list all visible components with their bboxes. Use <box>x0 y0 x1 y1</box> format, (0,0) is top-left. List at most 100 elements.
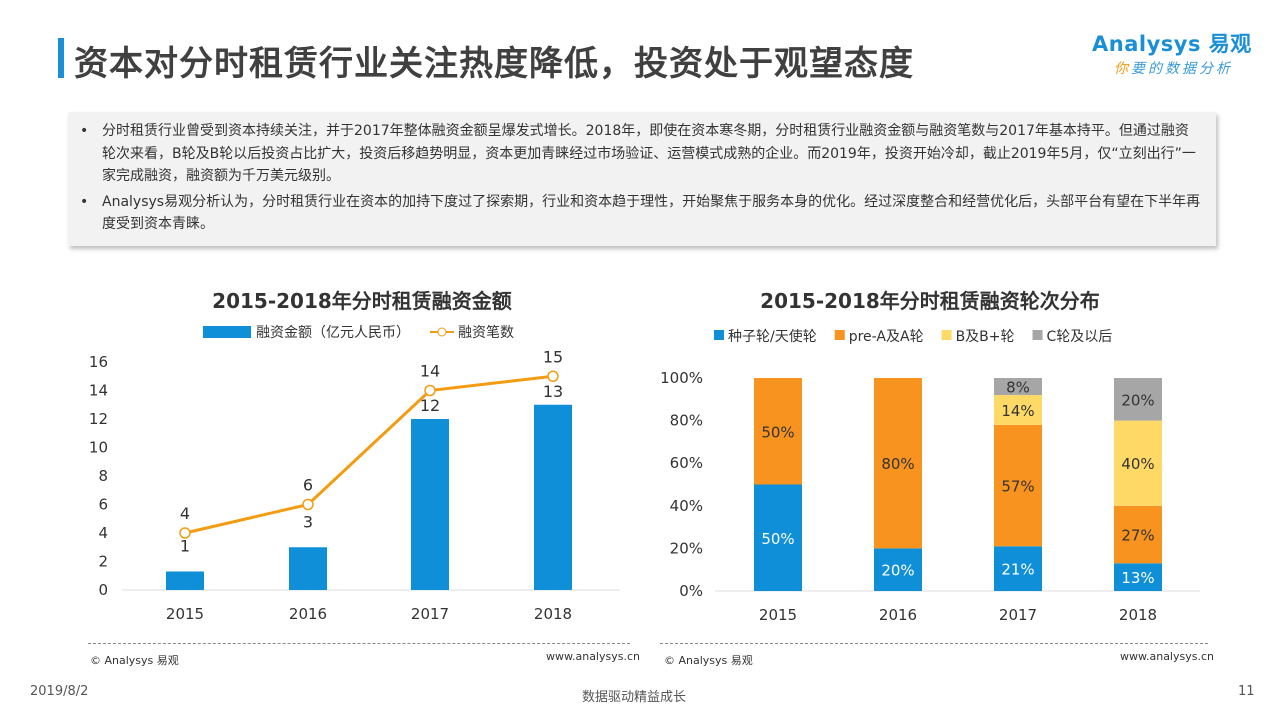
y-tick-label: 60% <box>670 454 703 472</box>
y-tick-label: 14 <box>89 382 108 400</box>
bar-data-label: 13 <box>543 382 563 401</box>
bar-funding-amount <box>289 547 327 590</box>
summary-bullet: • Analysys易观分析认为，分时租赁行业在资本的加持下度过了探索期，行业和资… <box>80 191 1202 236</box>
summary-text: 分时租赁行业曾受到资本持续关注，并于2017年整体融资金额呈爆发式增长。2018… <box>102 123 1196 184</box>
segment-label: 13% <box>1121 569 1154 587</box>
y-tick-label: 2 <box>98 553 108 571</box>
y-tick-label: 40% <box>670 497 703 515</box>
line-deal-count <box>184 374 554 535</box>
segment-label: 40% <box>1121 455 1154 473</box>
segment-label: 57% <box>1001 478 1034 496</box>
x-tick-label: 2015 <box>166 605 204 623</box>
legend-swatch <box>1032 330 1043 340</box>
page-title: 资本对分时租赁行业关注热度降低，投资处于观望态度 <box>74 44 914 84</box>
legend-bar-label: 融资金额（亿元人民币） <box>256 325 410 341</box>
legend-label: C轮及以后 <box>1047 329 1113 345</box>
left-url: www.analysys.cn <box>546 650 640 663</box>
segment-label: 80% <box>881 455 914 473</box>
legend-bar-swatch <box>203 326 251 338</box>
analysys-logo: Analysys 易观 你要的数据分析 <box>1092 28 1262 78</box>
stacked-bar-segment <box>1114 378 1162 421</box>
right-url: www.analysys.cn <box>1120 650 1214 663</box>
legend-label: B及B+轮 <box>956 329 1015 345</box>
left-chart-title: 2015-2018年分时租赁融资金额 <box>212 289 512 313</box>
legend-swatch <box>714 330 724 340</box>
right-chart-title: 2015-2018年分时租赁融资轮次分布 <box>760 289 1100 313</box>
y-tick-label: 0% <box>679 582 703 600</box>
stacked-bar-segment <box>754 378 802 485</box>
line-data-label: 14 <box>420 362 440 381</box>
left-divider <box>88 643 630 644</box>
legend-line-marker <box>437 327 447 337</box>
stacked-bar-segment <box>1114 505 1162 564</box>
stacked-bar-segment <box>994 424 1042 547</box>
line-marker <box>302 498 314 511</box>
stacked-bar-segment <box>754 484 802 591</box>
right-divider <box>660 643 1208 644</box>
line-marker <box>424 384 436 397</box>
y-tick-label: 12 <box>89 410 108 428</box>
y-tick-label: 0 <box>98 581 108 599</box>
x-tick-label: 2018 <box>534 605 572 623</box>
bar-funding-amount <box>534 404 572 590</box>
y-tick-label: 4 <box>98 524 108 542</box>
summary-box: • 分时租赁行业曾受到资本持续关注，并于2017年整体融资金额呈爆发式增长。201… <box>68 112 1216 246</box>
stacked-bar-segment <box>874 378 922 549</box>
bar-data-label: 12 <box>420 396 440 415</box>
stacked-bar-segment <box>994 378 1042 396</box>
y-tick-label: 80% <box>670 412 703 430</box>
line-data-label: 4 <box>180 504 190 523</box>
y-tick-label: 8 <box>98 467 108 485</box>
x-tick-label: 2017 <box>999 606 1037 624</box>
segment-label: 20% <box>881 562 914 580</box>
y-tick-label: 100% <box>660 369 703 387</box>
x-tick-label: 2018 <box>1119 606 1157 624</box>
legend-swatch <box>941 330 952 340</box>
legend-label: 种子轮/天使轮 <box>728 328 817 345</box>
segment-label: 21% <box>1001 561 1034 579</box>
left-copyright: © Analysys 易观 <box>90 654 179 667</box>
line-marker <box>547 370 559 382</box>
stacked-bar-segment <box>874 548 922 591</box>
title-accent-bar <box>58 38 64 78</box>
x-tick-label: 2015 <box>759 606 797 624</box>
stacked-bar-segment <box>1114 563 1162 591</box>
line-data-label: 6 <box>303 476 313 495</box>
logo-slogan-first: 你 <box>1114 61 1131 77</box>
logo-slogan: 你要的数据分析 <box>1114 58 1262 78</box>
logo-slogan-rest: 要的数据分析 <box>1131 61 1233 77</box>
right-copyright: © Analysys 易观 <box>664 654 753 667</box>
summary-bullet: • 分时租赁行业曾受到资本持续关注，并于2017年整体融资金额呈爆发式增长。201… <box>80 120 1202 188</box>
segment-label: 14% <box>1001 402 1034 420</box>
y-tick-label: 10 <box>89 439 108 457</box>
stacked-bar-segment <box>1114 420 1162 506</box>
summary-text: Analysys易观分析认为，分时租赁行业在资本的加持下度过了探索期，行业和资本… <box>102 193 1201 233</box>
stacked-bar-segment <box>994 395 1042 425</box>
segment-label: 20% <box>1121 391 1154 409</box>
segment-label: 50% <box>761 530 794 548</box>
bar-funding-amount <box>411 419 449 590</box>
stacked-bar-segment <box>994 546 1042 591</box>
page-number: 11 <box>1238 684 1255 699</box>
x-tick-label: 2016 <box>879 606 917 624</box>
segment-label: 27% <box>1121 527 1154 545</box>
legend-line-label: 融资笔数 <box>458 325 514 341</box>
legend-label: pre-A及A轮 <box>849 329 924 345</box>
segment-label: 50% <box>761 423 794 441</box>
bar-data-label: 3 <box>303 512 313 531</box>
y-tick-label: 16 <box>89 353 108 371</box>
logo-brand: Analysys 易观 <box>1092 32 1252 56</box>
y-tick-label: 20% <box>670 539 703 557</box>
x-tick-label: 2017 <box>411 605 449 623</box>
bar-funding-amount <box>166 571 204 590</box>
segment-label: 8% <box>1006 379 1030 397</box>
y-tick-label: 6 <box>98 496 108 514</box>
bar-data-label: 1 <box>180 536 190 555</box>
x-tick-label: 2016 <box>289 605 327 623</box>
footer-slogan: 数据驱动精益成长 <box>582 690 687 705</box>
line-marker <box>179 527 191 539</box>
legend-swatch <box>834 330 845 340</box>
line-data-label: 15 <box>543 347 563 366</box>
footer-date: 2019/8/2 <box>30 684 89 699</box>
